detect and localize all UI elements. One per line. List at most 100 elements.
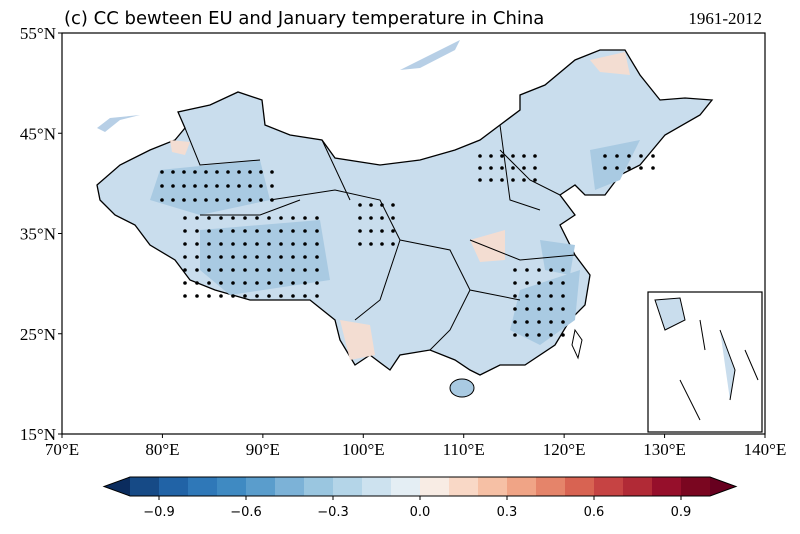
stipple-dot <box>195 255 199 259</box>
stipple-dot <box>315 281 319 285</box>
stipple-dot <box>207 242 211 246</box>
colorbar-tick-label: 0.6 <box>584 505 605 520</box>
x-tick-label: 80°E <box>145 440 179 459</box>
stipple-dot <box>391 216 395 220</box>
colorbar-tick-label: 0.3 <box>497 505 518 520</box>
stipple-dot <box>500 166 504 170</box>
stipple-dot <box>358 203 362 207</box>
stipple-dot <box>358 229 362 233</box>
stipple-dot <box>315 255 319 259</box>
stipple-dot <box>267 242 271 246</box>
stipple-dot <box>193 170 197 174</box>
stipple-dot <box>193 198 197 202</box>
stipple-dot <box>615 154 619 158</box>
colorbar-box <box>507 477 537 496</box>
y-tick-label: 15°N <box>20 425 56 444</box>
colorbar-under <box>104 477 130 496</box>
stipple-dot <box>183 255 187 259</box>
x-tick-label: 120°E <box>543 440 586 459</box>
colorbar-box <box>681 477 711 496</box>
stipple-dot <box>195 281 199 285</box>
stipple-dot <box>226 184 230 188</box>
stipple-dot <box>511 154 515 158</box>
stipple-dot <box>561 307 565 311</box>
x-tick-label: 110°E <box>443 440 485 459</box>
stipple-dot <box>183 294 187 298</box>
stipple-dot <box>303 255 307 259</box>
stipple-dot <box>511 166 515 170</box>
stipple-dot <box>195 216 199 220</box>
stipple-dot <box>303 216 307 220</box>
x-tick-label: 90°E <box>246 440 280 459</box>
stipple-dot <box>627 154 631 158</box>
stipple-dot <box>525 307 529 311</box>
stipple-dot <box>537 281 541 285</box>
stipple-dot <box>369 229 373 233</box>
stipple-dot <box>315 216 319 220</box>
stipple-dot <box>182 170 186 174</box>
stipple-dot <box>267 294 271 298</box>
stipple-dot <box>279 294 283 298</box>
stipple-dot <box>489 166 493 170</box>
stipple-dot <box>267 255 271 259</box>
stipple-dot <box>219 294 223 298</box>
y-tick-label: 25°N <box>20 325 56 344</box>
stipple-dot <box>315 229 319 233</box>
stipple-dot <box>537 320 541 324</box>
stipple-dot <box>279 216 283 220</box>
stipple-dot <box>369 216 373 220</box>
stipple-dot <box>513 294 517 298</box>
colorbar-frame <box>102 476 738 497</box>
stipple-dot <box>270 170 274 174</box>
stipple-dot <box>255 216 259 220</box>
stipple-dot <box>513 268 517 272</box>
colorbar-box <box>565 477 595 496</box>
y-tick-label: 45°N <box>20 124 56 143</box>
stipple-dot <box>639 154 643 158</box>
stipple-dot <box>171 170 175 174</box>
stipple-dot <box>195 242 199 246</box>
y-tick-label: 55°N <box>20 24 56 43</box>
stipple-dot <box>204 170 208 174</box>
stipple-dot <box>231 281 235 285</box>
stipple-dot <box>513 281 517 285</box>
colorbar-box <box>623 477 653 496</box>
china-outline <box>96 49 714 376</box>
stipple-dot <box>391 203 395 207</box>
stipple-dot <box>315 242 319 246</box>
x-tick-label: 130°E <box>643 440 686 459</box>
stipple-dot <box>207 268 211 272</box>
stipple-dot <box>391 229 395 233</box>
colorbar-box <box>594 477 624 496</box>
colorbar-box <box>188 477 218 496</box>
stipple-dot <box>291 255 295 259</box>
stipple-dot <box>183 216 187 220</box>
stipple-dot <box>231 216 235 220</box>
stipple-dot <box>291 242 295 246</box>
stipple-dot <box>207 255 211 259</box>
stipple-dot <box>219 229 223 233</box>
stipple-dot <box>279 229 283 233</box>
stipple-dot <box>226 170 230 174</box>
colorbar-box <box>333 477 363 496</box>
stipple-dot <box>525 294 529 298</box>
stipple-dot <box>267 216 271 220</box>
colorbar-box <box>159 477 189 496</box>
stipple-dot <box>267 229 271 233</box>
colorbar-box <box>420 477 450 496</box>
colorbar-box <box>130 477 160 496</box>
stipple-dot <box>525 268 529 272</box>
x-tick-label: 140°E <box>744 440 787 459</box>
stipple-dot <box>537 294 541 298</box>
stipple-dot <box>243 229 247 233</box>
stipple-dot <box>561 294 565 298</box>
stipple-dot <box>243 268 247 272</box>
stipple-dot <box>237 184 241 188</box>
stipple-dot <box>651 166 655 170</box>
stipple-dot <box>255 229 259 233</box>
stipple-dot <box>255 268 259 272</box>
stipple-dot <box>549 333 553 337</box>
stipple-dot <box>279 242 283 246</box>
colorbar-tick-label: −0.6 <box>230 505 262 520</box>
stipple-dot <box>219 216 223 220</box>
